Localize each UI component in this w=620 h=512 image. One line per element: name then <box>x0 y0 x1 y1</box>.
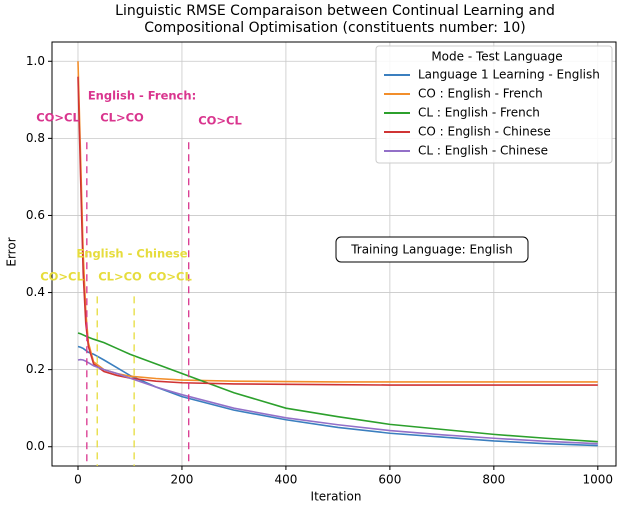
legend-label: CO : English - Chinese <box>418 125 551 139</box>
y-tick-label: 0.0 <box>26 439 45 453</box>
x-tick-label: 200 <box>171 473 194 487</box>
legend-box <box>375 45 613 164</box>
note-box <box>335 236 529 263</box>
annotation: English - Chinese <box>76 247 187 261</box>
y-tick-label: 0.8 <box>26 131 45 145</box>
x-tick-label: 0 <box>74 473 82 487</box>
x-tick-label: 1000 <box>583 473 614 487</box>
legend-label: CL : English - Chinese <box>418 144 548 158</box>
chart-title: Compositional Optimisation (constituents… <box>144 20 526 36</box>
x-tick-label: 800 <box>482 473 505 487</box>
annotation: CO>CL <box>40 270 84 284</box>
x-axis-label: Iteration <box>311 490 362 504</box>
annotation: English - French: <box>88 89 196 103</box>
series-line <box>77 345 598 447</box>
legend-label: Language 1 Learning - English <box>418 68 600 82</box>
y-axis-label: Error <box>5 237 19 266</box>
note: Training Language: English <box>350 243 513 257</box>
legend-label: CL : English - French <box>418 106 540 120</box>
x-tick-label: 600 <box>378 473 401 487</box>
y-tick-label: 0.6 <box>26 208 45 222</box>
legend-title: Mode - Test Language <box>431 50 562 64</box>
y-tick-label: 1.0 <box>26 54 45 68</box>
annotation: CO>CL <box>36 111 80 125</box>
series-line <box>77 76 598 386</box>
annotation: CO>CL <box>148 270 192 284</box>
annotation: CL>CO <box>98 270 142 284</box>
series-line <box>77 358 598 445</box>
chart-title: Linguistic RMSE Comparaison between Cont… <box>115 3 555 19</box>
plot-frame <box>51 41 617 467</box>
annotation: CL>CO <box>100 111 144 125</box>
annotation: CO>CL <box>198 114 242 128</box>
y-tick-label: 0.2 <box>26 362 45 376</box>
legend-label: CO : English - French <box>418 87 543 101</box>
series-line <box>77 332 598 443</box>
x-tick-label: 400 <box>274 473 297 487</box>
y-tick-label: 0.4 <box>26 285 45 299</box>
